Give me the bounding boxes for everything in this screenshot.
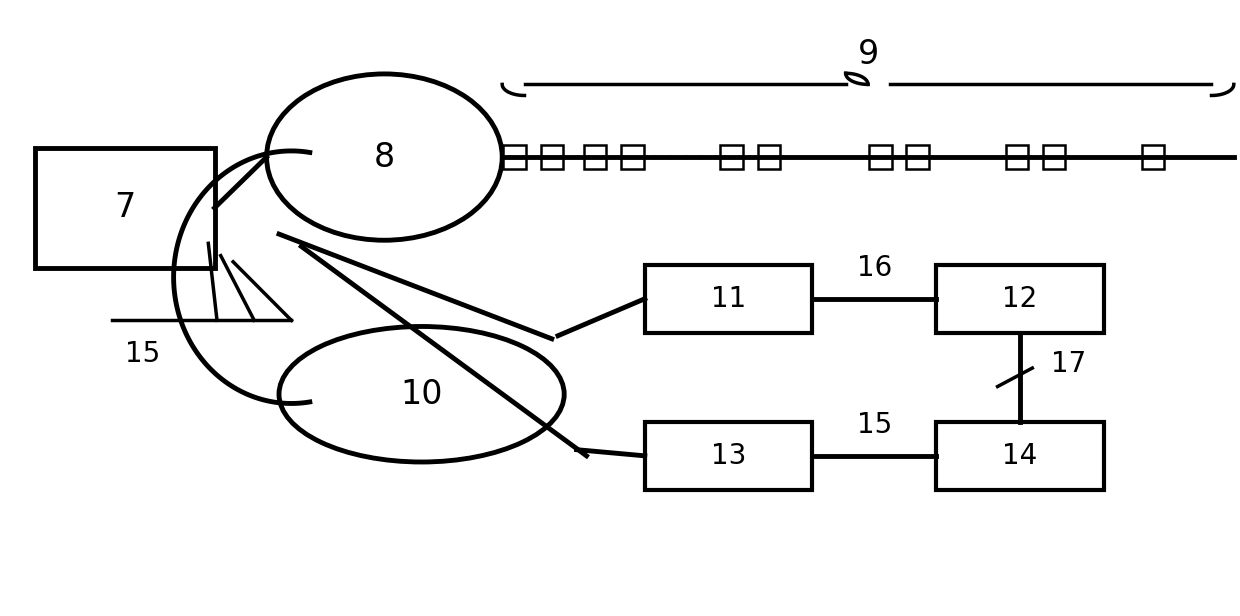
FancyBboxPatch shape: [645, 265, 812, 333]
Text: 14: 14: [1002, 442, 1038, 470]
FancyBboxPatch shape: [758, 145, 780, 169]
Text: 15: 15: [857, 411, 892, 439]
Text: 11: 11: [711, 285, 746, 313]
Text: 17: 17: [1052, 350, 1086, 378]
Text: 9: 9: [857, 38, 879, 71]
FancyBboxPatch shape: [869, 145, 892, 169]
Text: 7: 7: [114, 192, 135, 224]
Text: 10: 10: [401, 378, 443, 411]
FancyBboxPatch shape: [936, 422, 1104, 490]
Text: 13: 13: [711, 442, 746, 470]
Ellipse shape: [267, 74, 502, 240]
FancyBboxPatch shape: [584, 145, 606, 169]
FancyBboxPatch shape: [720, 145, 743, 169]
FancyBboxPatch shape: [35, 148, 215, 268]
FancyBboxPatch shape: [621, 145, 644, 169]
Ellipse shape: [279, 326, 564, 462]
Text: 8: 8: [373, 140, 396, 174]
FancyBboxPatch shape: [906, 145, 929, 169]
FancyBboxPatch shape: [1142, 145, 1164, 169]
FancyBboxPatch shape: [541, 145, 563, 169]
FancyBboxPatch shape: [1006, 145, 1028, 169]
FancyBboxPatch shape: [503, 145, 526, 169]
Text: 12: 12: [1002, 285, 1038, 313]
Text: 15: 15: [125, 340, 160, 368]
Text: 16: 16: [857, 254, 892, 282]
FancyBboxPatch shape: [645, 422, 812, 490]
FancyBboxPatch shape: [1043, 145, 1065, 169]
FancyBboxPatch shape: [936, 265, 1104, 333]
